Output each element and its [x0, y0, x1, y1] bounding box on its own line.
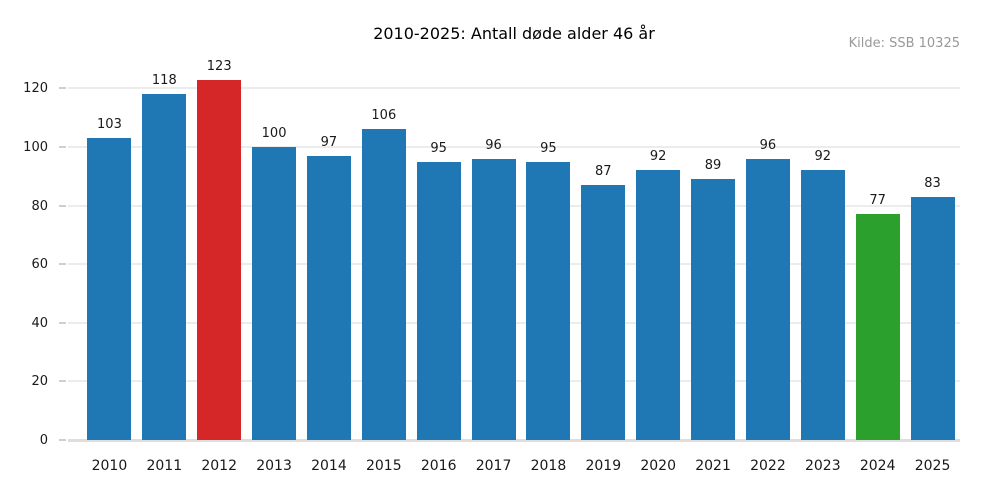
bar-slot-2023: 92 2023	[795, 60, 850, 474]
bar-2024	[855, 214, 900, 440]
bar-slot-2025: 83 2025	[905, 60, 960, 474]
bar-slot-2010: 103 2010	[82, 60, 137, 474]
bar-slot-2014: 97 2014	[302, 60, 357, 474]
bar-slot-2019: 87 2019	[576, 60, 631, 474]
bar-2018	[526, 161, 571, 440]
bar-2023	[800, 170, 845, 440]
bar-2013	[252, 147, 297, 440]
x-tick-label: 2017	[475, 458, 512, 474]
bar-slot-2011: 118 2011	[137, 60, 192, 474]
plot-area: 103 2010 118 2011 123 2012 100 2013 97 2014 106 201…	[23, 58, 960, 474]
bar-value-label: 77	[869, 193, 886, 209]
x-tick-label: 2016	[420, 458, 457, 474]
bar-2014	[306, 155, 351, 440]
bar-2015	[361, 129, 406, 440]
x-tick-label: 2025	[914, 458, 951, 474]
bar-value-label: 92	[814, 149, 832, 165]
bar-slot-2017: 96 2017	[466, 60, 521, 474]
bar-slot-2015: 106 2015	[356, 60, 411, 474]
bar-value-label: 97	[320, 134, 338, 150]
bars-container: 103 2010 118 2011 123 2012 100 2013 97 2014 106 201…	[82, 58, 960, 474]
bar-slot-2018: 95 2018	[521, 60, 576, 474]
x-tick-label: 2024	[859, 458, 896, 474]
x-tick-label: 2023	[804, 458, 841, 474]
bar-value-label: 83	[924, 175, 941, 191]
x-tick-label: 2020	[640, 458, 677, 474]
bar-value-label: 118	[151, 73, 177, 89]
x-tick-label: 2018	[530, 458, 567, 474]
bar-2011	[142, 94, 187, 440]
bar-value-label: 95	[430, 140, 447, 156]
y-tick-label: 60	[31, 257, 48, 273]
bar-value-label: 95	[540, 140, 557, 156]
x-tick-label: 2011	[146, 458, 183, 474]
bar-value-label: 100	[261, 126, 287, 141]
bar-slot-2013: 100 2013	[247, 60, 302, 474]
bar-2021	[691, 179, 736, 440]
bar-2022	[745, 158, 790, 440]
bar-slot-2016: 95 2016	[411, 60, 466, 474]
y-tick-mark	[59, 146, 66, 148]
y-tick-label: 20	[31, 374, 48, 390]
x-tick-label: 2012	[201, 458, 238, 474]
bar-2010	[87, 138, 132, 440]
bar-2016	[416, 161, 461, 440]
y-tick-mark	[59, 439, 66, 441]
gridline-y100	[68, 146, 960, 148]
bar-2019	[581, 185, 626, 440]
bar-slot-2021: 89 2021	[686, 60, 741, 474]
bar-slot-2022: 96 2022	[741, 60, 796, 474]
y-tick-mark	[59, 87, 66, 90]
bar-value-label: 87	[595, 164, 612, 180]
y-tick-label: 40	[31, 315, 48, 331]
bar-value-label: 89	[704, 158, 722, 174]
x-tick-label: 2014	[311, 458, 347, 474]
bar-2012	[197, 79, 242, 440]
bar-slot-2020: 92 2020	[631, 60, 686, 474]
y-tick-label: 0	[39, 433, 48, 448]
gridline-y120	[68, 87, 960, 90]
bar-value-label: 106	[371, 108, 397, 124]
x-tick-label: 2019	[585, 458, 622, 474]
x-tick-label: 2010	[91, 458, 128, 474]
bar-2025	[910, 196, 955, 440]
y-tick-label: 120	[23, 81, 48, 97]
x-tick-label: 2013	[256, 458, 292, 474]
x-axis-line	[68, 439, 960, 442]
bar-value-label: 123	[206, 58, 232, 74]
bar-value-label: 96	[485, 137, 502, 153]
y-tick-mark	[59, 380, 66, 383]
y-tick-label: 100	[23, 140, 48, 155]
y-tick-mark	[59, 321, 66, 324]
bar-slot-2024: 77 2024	[850, 60, 905, 474]
chart-title: 2010-2025: Antall døde alder 46 år	[373, 24, 655, 43]
x-tick-label: 2021	[695, 458, 731, 474]
y-tick-label: 80	[31, 198, 48, 214]
x-tick-label: 2015	[365, 458, 402, 474]
bar-2020	[636, 170, 681, 440]
bar-value-label: 96	[759, 137, 777, 153]
bar-slot-2012: 123 2012	[192, 58, 247, 474]
bar-value-label: 92	[649, 149, 667, 165]
y-tick-mark	[59, 204, 66, 207]
bar-value-label: 103	[97, 117, 122, 133]
x-tick-label: 2022	[750, 458, 786, 474]
y-tick-mark	[59, 263, 66, 266]
bar-2017	[471, 158, 516, 440]
source-label: Kilde: SSB 10325	[848, 36, 960, 51]
